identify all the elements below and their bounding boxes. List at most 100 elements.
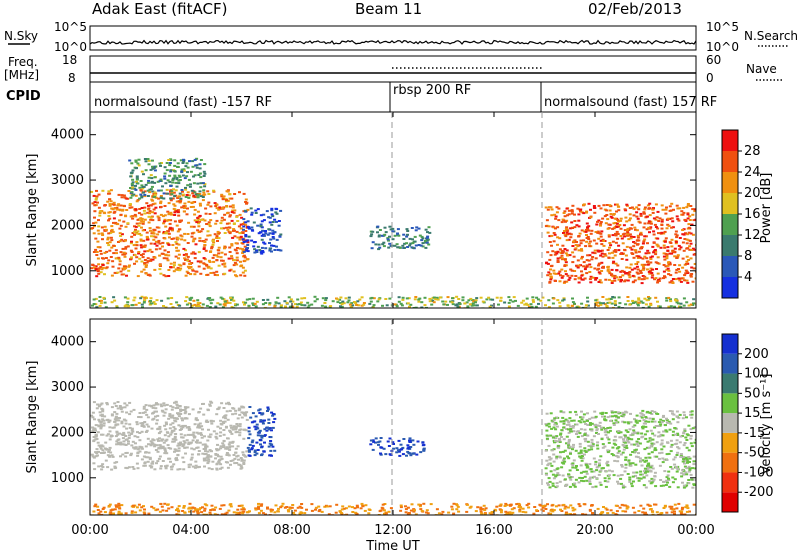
scatter-cell xyxy=(231,413,234,415)
scatter-cell xyxy=(247,226,250,228)
scatter-cell xyxy=(379,229,382,231)
scatter-cell xyxy=(475,297,478,299)
scatter-cell xyxy=(628,219,631,221)
scatter-cell xyxy=(95,254,98,256)
scatter-cell xyxy=(170,263,173,265)
scatter-cell xyxy=(229,251,232,253)
scatter-cell xyxy=(227,402,230,404)
scatter-cell xyxy=(599,225,602,227)
scatter-cell xyxy=(669,242,672,244)
scatter-cell xyxy=(335,504,338,506)
scatter-cell xyxy=(159,503,162,505)
scatter-cell xyxy=(680,472,683,474)
scatter-cell xyxy=(691,214,694,216)
scatter-cell xyxy=(413,509,416,511)
scatter-cell xyxy=(143,297,146,299)
scatter-cell xyxy=(681,482,684,484)
scatter-cell xyxy=(245,199,248,201)
scatter-cell xyxy=(257,503,260,505)
scatter-cell xyxy=(554,273,557,275)
scatter-cell xyxy=(145,202,148,204)
scatter-cell xyxy=(115,506,118,508)
scatter-cell xyxy=(117,267,120,269)
scatter-cell xyxy=(141,458,144,460)
scatter-cell xyxy=(635,456,638,458)
scatter-cell xyxy=(566,249,569,251)
scatter-cell xyxy=(216,235,219,237)
scatter-cell xyxy=(577,436,580,438)
scatter-cell xyxy=(647,227,650,229)
scatter-cell xyxy=(525,303,528,305)
scatter-cell xyxy=(680,475,683,477)
scatter-cell xyxy=(476,506,479,508)
scatter-cell xyxy=(574,411,577,413)
scatter-cell xyxy=(186,208,189,210)
scatter-cell xyxy=(601,253,604,255)
scatter-cell xyxy=(585,304,588,306)
scatter-cell xyxy=(215,259,218,261)
scatter-cell xyxy=(201,437,204,439)
scatter-cell xyxy=(617,483,620,485)
scatter-cell xyxy=(643,239,646,241)
scatter-cell xyxy=(101,409,104,411)
scatter-cell xyxy=(119,232,122,234)
scatter-cell xyxy=(597,268,600,270)
scatter-cell xyxy=(200,260,203,262)
scatter-cell xyxy=(108,426,111,428)
scatter-cell xyxy=(680,281,683,283)
scatter-cell xyxy=(193,191,196,193)
scatter-cell xyxy=(96,448,99,450)
scatter-cell xyxy=(99,305,102,307)
scatter-cell xyxy=(424,304,427,306)
scatter-cell xyxy=(143,509,146,511)
scatter-cell xyxy=(603,245,606,247)
scatter-cell xyxy=(629,462,632,464)
scatter-cell xyxy=(564,508,567,510)
scatter-cell xyxy=(629,213,632,215)
scatter-cell xyxy=(233,259,236,261)
scatter-cell xyxy=(607,270,610,272)
scatter-cell xyxy=(209,213,212,215)
scatter-cell xyxy=(130,256,133,258)
scatter-cell xyxy=(252,245,255,247)
scatter-cell xyxy=(241,406,244,408)
scatter-cell xyxy=(406,228,409,230)
scatter-cell xyxy=(164,428,167,430)
scatter-cell xyxy=(426,237,429,239)
scatter-cell xyxy=(622,242,625,244)
scatter-cell xyxy=(124,456,127,458)
scatter-cell xyxy=(676,439,679,441)
scatter-cell xyxy=(185,196,188,198)
scatter-cell xyxy=(640,433,643,435)
scatter-cell xyxy=(171,244,174,246)
scatter-cell xyxy=(142,253,145,255)
scatter-cell xyxy=(197,447,200,449)
scatter-cell xyxy=(212,244,215,246)
scatter-cell xyxy=(232,207,235,209)
scatter-cell xyxy=(175,182,178,184)
scatter-cell xyxy=(120,214,123,216)
scatter-cell xyxy=(573,303,576,305)
scatter-cell xyxy=(133,297,136,299)
scatter-cell xyxy=(567,475,570,477)
scatter-cell xyxy=(168,175,171,177)
scatter-cell xyxy=(414,241,417,243)
scatter-cell xyxy=(678,264,681,266)
scatter-cell xyxy=(247,220,250,222)
scatter-cell xyxy=(183,233,186,235)
scatter-cell xyxy=(247,511,250,513)
scatter-cell xyxy=(262,303,265,305)
scatter-cell xyxy=(441,511,444,513)
scatter-cell xyxy=(397,449,400,451)
scatter-cell xyxy=(397,235,400,237)
scatter-cell xyxy=(427,512,430,514)
scatter-cell xyxy=(588,203,591,205)
scatter-cell xyxy=(558,504,561,506)
scatter-cell xyxy=(546,219,549,221)
scatter-cell xyxy=(141,261,144,263)
scatter-cell xyxy=(554,234,557,236)
scatter-cell xyxy=(260,503,263,505)
scatter-cell xyxy=(202,199,205,201)
scatter-cell xyxy=(167,259,170,261)
scatter-cell xyxy=(691,410,694,412)
